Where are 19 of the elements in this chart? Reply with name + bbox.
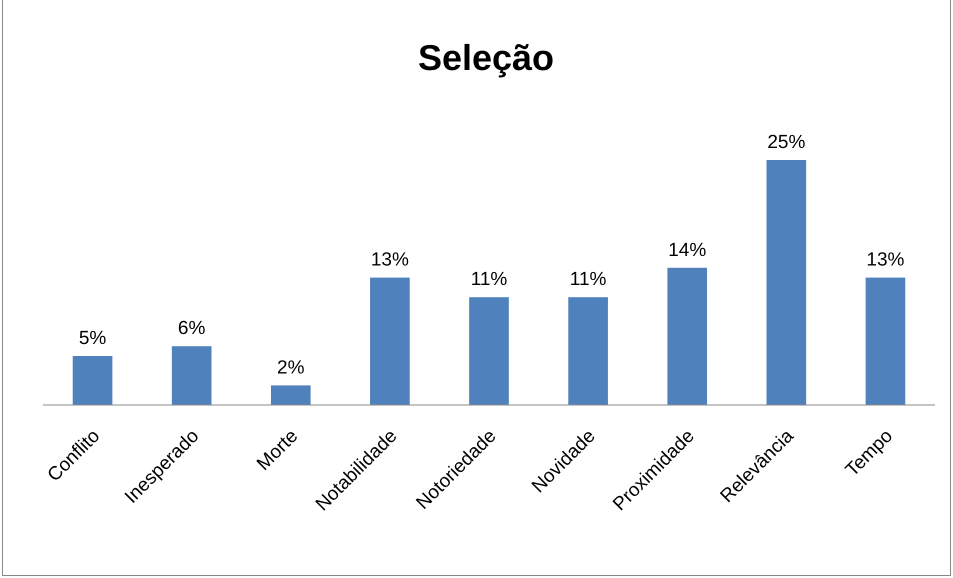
bar [469,297,509,405]
data-label: 11% [470,269,508,290]
bar [270,385,311,405]
data-label: 11% [570,269,607,290]
chart-title: Seleção [418,37,554,78]
data-label: 13% [866,250,905,271]
data-label: 6% [178,318,206,340]
data-label: 5% [78,328,106,349]
data-label: 25% [767,132,806,153]
bar [568,297,608,405]
bar [667,268,708,405]
data-label: 13% [370,250,410,271]
bar [866,278,906,405]
data-label: 14% [668,240,706,261]
data-label: 2% [277,357,305,378]
bar [72,356,112,405]
bar [766,160,806,405]
bar [172,346,212,405]
bar [370,278,410,405]
